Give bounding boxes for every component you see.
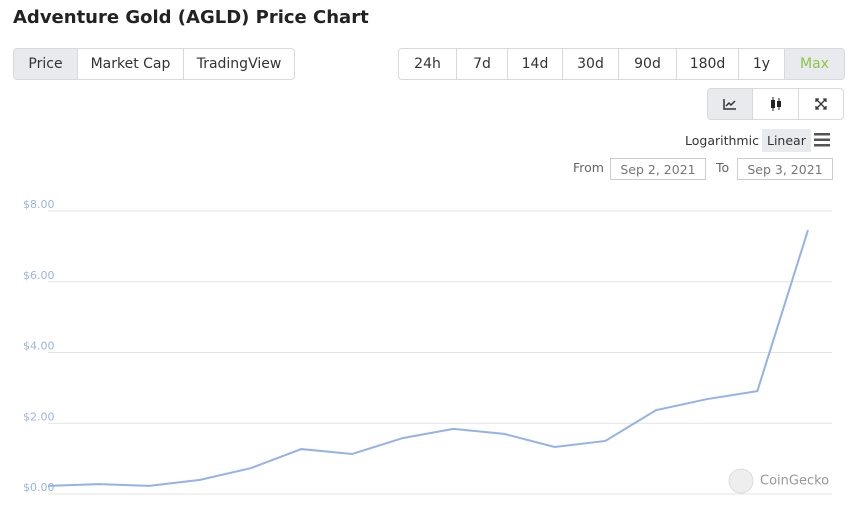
from-label: From bbox=[573, 160, 604, 175]
chart-type-group bbox=[707, 88, 844, 120]
range-button[interactable]: 30d bbox=[562, 49, 618, 79]
page-title: Adventure Gold (AGLD) Price Chart bbox=[13, 7, 369, 28]
watermark-logo bbox=[728, 468, 754, 494]
expand-icon bbox=[815, 98, 827, 110]
y-tick-label: $4.00 bbox=[23, 340, 55, 353]
price-line bbox=[47, 229, 809, 487]
watermark: CoinGecko bbox=[760, 474, 829, 489]
range-button[interactable]: 1y bbox=[738, 49, 784, 79]
range-button[interactable]: 180d bbox=[676, 49, 738, 79]
menu-icon[interactable] bbox=[814, 133, 830, 147]
tab[interactable]: TradingView bbox=[183, 49, 294, 79]
to-label: To bbox=[716, 160, 730, 175]
range-button[interactable]: Max bbox=[784, 49, 844, 79]
log-option[interactable]: Logarithmic bbox=[685, 133, 759, 148]
tab[interactable]: Price bbox=[14, 49, 77, 79]
linear-option[interactable]: Linear bbox=[762, 129, 811, 152]
range-button[interactable]: 14d bbox=[507, 49, 562, 79]
from-input[interactable]: Sep 2, 2021 bbox=[610, 158, 706, 180]
range-button[interactable]: 90d bbox=[618, 49, 676, 79]
y-tick-label: $2.00 bbox=[23, 410, 55, 423]
y-tick-label: $8.00 bbox=[23, 198, 55, 211]
tab-group: Price Market Cap TradingView bbox=[13, 48, 295, 80]
candle-icon bbox=[770, 97, 781, 111]
y-tick-label: $0.00 bbox=[23, 481, 55, 494]
line-icon bbox=[723, 99, 736, 110]
candle-chart-button[interactable] bbox=[752, 89, 798, 119]
range-group: 24h 7d 14d 30d 90d 180d 1y Max bbox=[398, 48, 845, 80]
range-button[interactable]: 24h bbox=[414, 56, 441, 72]
line-chart-button[interactable] bbox=[708, 89, 752, 119]
fullscreen-button[interactable] bbox=[798, 89, 843, 119]
range-button[interactable]: 7d bbox=[456, 49, 507, 79]
to-input[interactable]: Sep 3, 2021 bbox=[737, 158, 833, 180]
y-tick-label: $6.00 bbox=[23, 269, 55, 282]
tab[interactable]: Market Cap bbox=[77, 49, 183, 79]
